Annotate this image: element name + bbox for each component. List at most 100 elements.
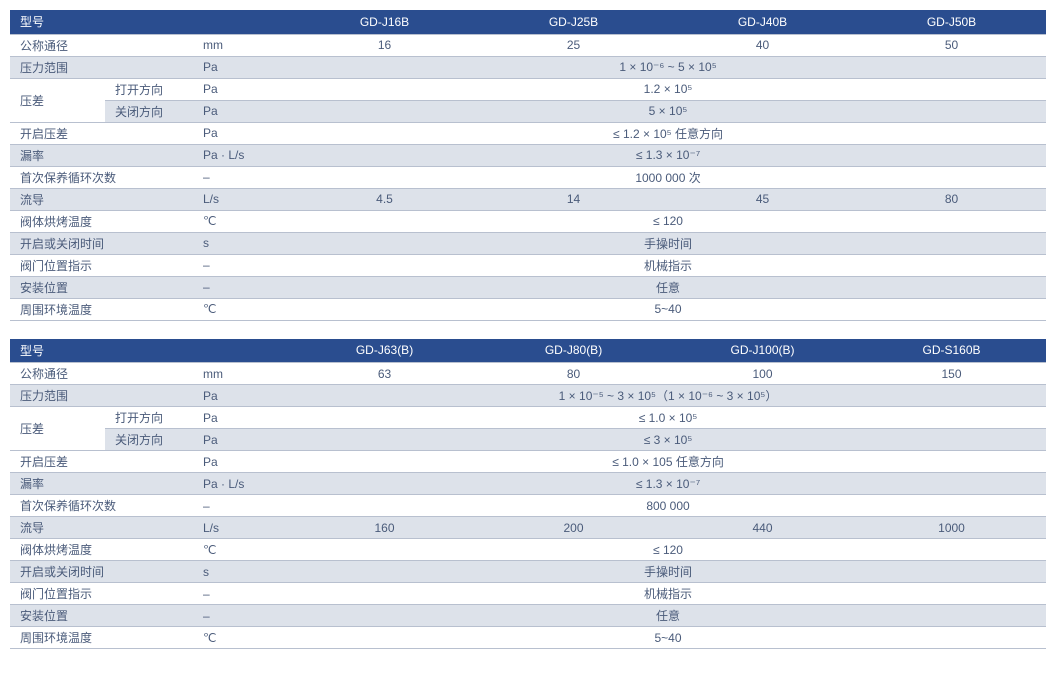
row-label: 阀门位置指示	[10, 583, 195, 605]
row-value-1: 80	[479, 363, 668, 385]
row-label: 压差	[10, 407, 105, 451]
row-value-3: 50	[857, 34, 1046, 56]
row-value-2: 40	[668, 34, 857, 56]
header-model-0: GD-J16B	[290, 10, 479, 34]
row-value-3: 150	[857, 363, 1046, 385]
row-unit: mm	[195, 363, 290, 385]
header-model-0: GD-J63(B)	[290, 339, 479, 363]
row-value: ≤ 1.0 × 10⁵	[290, 407, 1046, 429]
row-value: ≤ 1.2 × 10⁵ 任意方向	[290, 122, 1046, 144]
table-row: 压力范围Pa1 × 10⁻⁶ ~ 5 × 10⁵	[10, 56, 1046, 78]
row-value: 5~40	[290, 298, 1046, 320]
table-row: 阀体烘烤温度℃≤ 120	[10, 210, 1046, 232]
row-unit: s	[195, 232, 290, 254]
row-sublabel: 打开方向	[105, 407, 195, 429]
row-value: ≤ 1.3 × 10⁻⁷	[290, 473, 1046, 495]
row-value-3: 1000	[857, 517, 1046, 539]
row-value-1: 25	[479, 34, 668, 56]
row-value: 1 × 10⁻⁵ ~ 3 × 10⁵（1 × 10⁻⁶ ~ 3 × 10⁵）	[290, 385, 1046, 407]
row-unit: Pa	[195, 56, 290, 78]
row-label: 压力范围	[10, 385, 195, 407]
row-unit: Pa	[195, 429, 290, 451]
table-row: 压差打开方向Pa1.2 × 10⁵	[10, 78, 1046, 100]
row-value-3: 80	[857, 188, 1046, 210]
row-label: 周围环境温度	[10, 298, 195, 320]
row-label: 安装位置	[10, 605, 195, 627]
table-row: 首次保养循环次数–800 000	[10, 495, 1046, 517]
row-label: 阀门位置指示	[10, 254, 195, 276]
table-row: 漏率Pa · L/s≤ 1.3 × 10⁻⁷	[10, 144, 1046, 166]
row-unit: –	[195, 605, 290, 627]
row-unit: –	[195, 276, 290, 298]
row-value: ≤ 120	[290, 210, 1046, 232]
header-model-2: GD-J40B	[668, 10, 857, 34]
row-unit: ℃	[195, 539, 290, 561]
table-row: 周围环境温度℃5~40	[10, 627, 1046, 649]
row-value: 任意	[290, 276, 1046, 298]
row-value: 1.2 × 10⁵	[290, 78, 1046, 100]
row-value-0: 16	[290, 34, 479, 56]
row-label: 安装位置	[10, 276, 195, 298]
table-row: 安装位置–任意	[10, 276, 1046, 298]
header-model-2: GD-J100(B)	[668, 339, 857, 363]
row-label: 流导	[10, 517, 195, 539]
row-value-2: 100	[668, 363, 857, 385]
header-label: 型号	[10, 339, 290, 363]
row-value: ≤ 120	[290, 539, 1046, 561]
row-unit: Pa	[195, 407, 290, 429]
row-value: 1000 000 次	[290, 166, 1046, 188]
table-row: 首次保养循环次数–1000 000 次	[10, 166, 1046, 188]
row-value-0: 160	[290, 517, 479, 539]
row-value: 5 × 10⁵	[290, 100, 1046, 122]
table-row: 关闭方向Pa≤ 3 × 10⁵	[10, 429, 1046, 451]
table-row: 压力范围Pa1 × 10⁻⁵ ~ 3 × 10⁵（1 × 10⁻⁶ ~ 3 × …	[10, 385, 1046, 407]
row-label: 漏率	[10, 144, 195, 166]
row-label: 阀体烘烤温度	[10, 539, 195, 561]
row-sublabel: 关闭方向	[105, 429, 195, 451]
row-value-2: 45	[668, 188, 857, 210]
row-value-0: 4.5	[290, 188, 479, 210]
row-label: 开启或关闭时间	[10, 561, 195, 583]
row-unit: ℃	[195, 210, 290, 232]
table-row: 阀体烘烤温度℃≤ 120	[10, 539, 1046, 561]
row-unit: ℃	[195, 298, 290, 320]
table-row: 安装位置–任意	[10, 605, 1046, 627]
row-unit: mm	[195, 34, 290, 56]
row-value: 机械指示	[290, 254, 1046, 276]
table-row: 关闭方向Pa5 × 10⁵	[10, 100, 1046, 122]
row-unit: –	[195, 495, 290, 517]
row-unit: Pa	[195, 100, 290, 122]
row-label: 压力范围	[10, 56, 195, 78]
table-row: 公称通径mm16254050	[10, 34, 1046, 56]
row-sublabel: 关闭方向	[105, 100, 195, 122]
table-row: 公称通径mm6380100150	[10, 363, 1046, 385]
row-label: 开启压差	[10, 122, 195, 144]
header-label: 型号	[10, 10, 290, 34]
table-row: 开启或关闭时间s手操时间	[10, 232, 1046, 254]
row-value: ≤ 1.0 × 105 任意方向	[290, 451, 1046, 473]
row-unit: ℃	[195, 627, 290, 649]
row-label: 公称通径	[10, 34, 195, 56]
row-unit: –	[195, 166, 290, 188]
table-row: 开启压差Pa≤ 1.2 × 10⁵ 任意方向	[10, 122, 1046, 144]
row-unit: Pa	[195, 385, 290, 407]
row-unit: –	[195, 254, 290, 276]
row-value: ≤ 1.3 × 10⁻⁷	[290, 144, 1046, 166]
row-sublabel: 打开方向	[105, 78, 195, 100]
header-model-3: GD-S160B	[857, 339, 1046, 363]
row-value-1: 14	[479, 188, 668, 210]
row-value: 机械指示	[290, 583, 1046, 605]
row-label: 压差	[10, 78, 105, 122]
row-label: 周围环境温度	[10, 627, 195, 649]
row-value-0: 63	[290, 363, 479, 385]
row-unit: L/s	[195, 517, 290, 539]
table-row: 阀门位置指示–机械指示	[10, 254, 1046, 276]
row-unit: s	[195, 561, 290, 583]
row-label: 漏率	[10, 473, 195, 495]
row-unit: Pa	[195, 451, 290, 473]
row-label: 流导	[10, 188, 195, 210]
row-unit: Pa	[195, 122, 290, 144]
table-row: 漏率Pa · L/s≤ 1.3 × 10⁻⁷	[10, 473, 1046, 495]
row-unit: L/s	[195, 188, 290, 210]
row-value: ≤ 3 × 10⁵	[290, 429, 1046, 451]
